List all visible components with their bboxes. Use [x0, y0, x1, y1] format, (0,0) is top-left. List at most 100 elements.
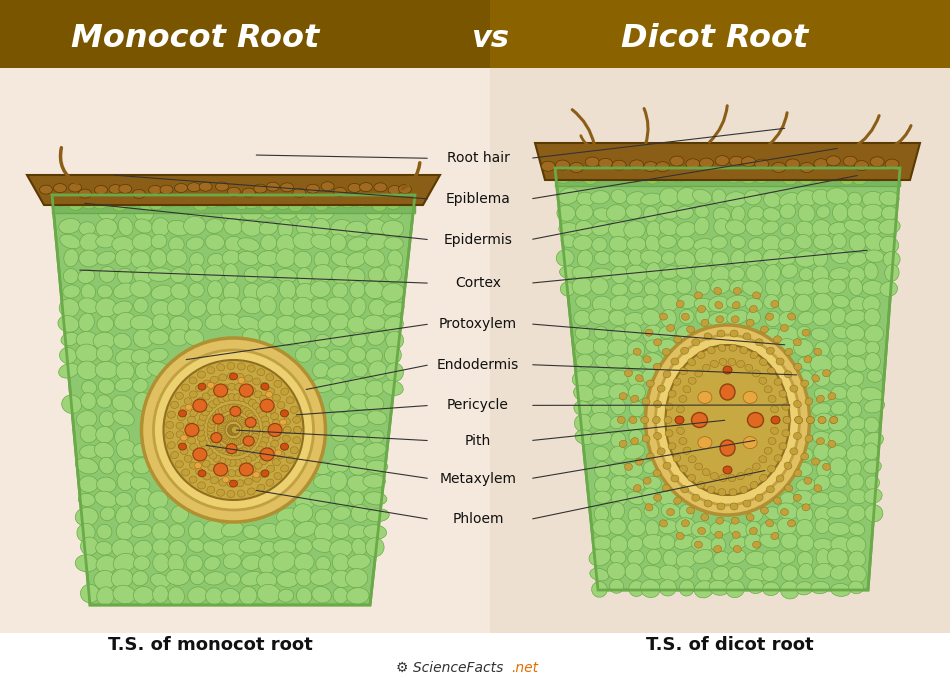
Ellipse shape: [235, 469, 242, 477]
Ellipse shape: [714, 532, 723, 538]
Ellipse shape: [699, 158, 713, 168]
Ellipse shape: [211, 433, 222, 443]
Ellipse shape: [817, 460, 831, 478]
Ellipse shape: [235, 199, 249, 210]
Circle shape: [163, 360, 303, 500]
Ellipse shape: [350, 282, 366, 298]
Ellipse shape: [113, 283, 135, 299]
Ellipse shape: [694, 248, 713, 264]
Ellipse shape: [625, 312, 645, 327]
Ellipse shape: [216, 409, 223, 416]
Ellipse shape: [785, 484, 792, 492]
Ellipse shape: [882, 206, 898, 221]
Ellipse shape: [268, 423, 282, 436]
Ellipse shape: [151, 234, 167, 249]
Ellipse shape: [759, 474, 768, 482]
Ellipse shape: [830, 341, 848, 358]
Ellipse shape: [242, 329, 259, 346]
Ellipse shape: [729, 566, 743, 580]
Ellipse shape: [189, 377, 197, 384]
Ellipse shape: [630, 401, 644, 417]
Ellipse shape: [778, 326, 798, 344]
Ellipse shape: [811, 458, 820, 465]
Ellipse shape: [663, 550, 677, 566]
Ellipse shape: [218, 425, 225, 432]
Ellipse shape: [827, 549, 848, 566]
Ellipse shape: [245, 443, 253, 450]
Ellipse shape: [198, 383, 206, 390]
Ellipse shape: [646, 453, 655, 460]
Ellipse shape: [115, 249, 132, 266]
Ellipse shape: [202, 380, 211, 387]
Ellipse shape: [618, 416, 625, 423]
Ellipse shape: [625, 563, 642, 580]
Ellipse shape: [612, 160, 626, 170]
Ellipse shape: [831, 536, 851, 553]
Ellipse shape: [213, 414, 224, 424]
Ellipse shape: [374, 183, 387, 192]
Ellipse shape: [97, 316, 114, 332]
Ellipse shape: [687, 170, 701, 180]
Ellipse shape: [189, 391, 198, 398]
Ellipse shape: [676, 301, 684, 308]
Ellipse shape: [239, 434, 247, 441]
Ellipse shape: [277, 401, 285, 408]
Ellipse shape: [225, 236, 243, 252]
Ellipse shape: [242, 188, 256, 197]
Ellipse shape: [591, 190, 610, 204]
Ellipse shape: [82, 381, 97, 395]
Ellipse shape: [732, 517, 739, 524]
Ellipse shape: [294, 427, 301, 434]
Ellipse shape: [166, 249, 187, 266]
Ellipse shape: [134, 204, 154, 222]
Ellipse shape: [644, 162, 657, 172]
Ellipse shape: [250, 437, 257, 444]
Ellipse shape: [218, 427, 225, 434]
Ellipse shape: [204, 556, 220, 571]
Ellipse shape: [331, 377, 346, 395]
Ellipse shape: [244, 375, 253, 382]
Ellipse shape: [760, 326, 769, 333]
Ellipse shape: [675, 416, 684, 424]
Ellipse shape: [82, 199, 96, 209]
Ellipse shape: [811, 582, 829, 594]
Ellipse shape: [244, 268, 258, 282]
Ellipse shape: [230, 373, 238, 380]
Ellipse shape: [627, 416, 644, 433]
Ellipse shape: [209, 452, 217, 459]
Ellipse shape: [812, 266, 828, 284]
Ellipse shape: [781, 264, 798, 278]
Ellipse shape: [187, 437, 196, 444]
Ellipse shape: [640, 580, 660, 597]
Ellipse shape: [676, 325, 694, 342]
Ellipse shape: [233, 438, 241, 445]
Ellipse shape: [130, 315, 153, 330]
Ellipse shape: [187, 416, 196, 423]
Ellipse shape: [209, 417, 217, 425]
Ellipse shape: [688, 475, 695, 482]
Ellipse shape: [814, 413, 834, 430]
Ellipse shape: [188, 300, 206, 317]
Ellipse shape: [713, 287, 722, 295]
Ellipse shape: [679, 465, 688, 473]
Ellipse shape: [665, 429, 673, 437]
Ellipse shape: [688, 456, 696, 463]
Ellipse shape: [279, 419, 287, 425]
Ellipse shape: [228, 426, 236, 433]
Ellipse shape: [256, 407, 264, 414]
Ellipse shape: [826, 156, 841, 166]
Ellipse shape: [238, 377, 245, 384]
Ellipse shape: [590, 569, 609, 581]
Ellipse shape: [130, 281, 151, 297]
Ellipse shape: [195, 462, 201, 469]
Ellipse shape: [718, 488, 726, 496]
Ellipse shape: [862, 204, 883, 220]
Ellipse shape: [151, 301, 170, 317]
Ellipse shape: [711, 236, 728, 249]
Ellipse shape: [280, 443, 289, 450]
Ellipse shape: [595, 462, 610, 478]
Ellipse shape: [864, 443, 879, 460]
Ellipse shape: [228, 427, 236, 434]
Ellipse shape: [97, 524, 112, 539]
Ellipse shape: [863, 280, 884, 295]
